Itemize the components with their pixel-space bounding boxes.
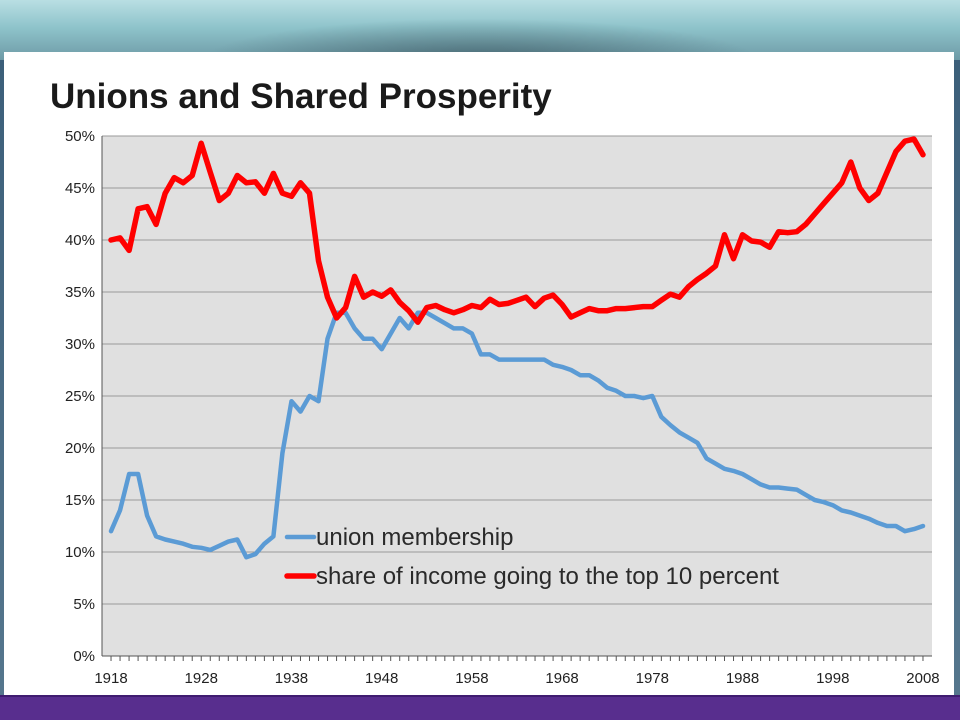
- x-tick-label: 1958: [455, 670, 488, 687]
- y-tick-label: 5%: [73, 596, 95, 613]
- x-tick-label: 1938: [275, 670, 308, 687]
- x-tick-label: 1998: [816, 670, 849, 687]
- slide-left-edge: [0, 60, 4, 695]
- x-tick-label: 1978: [636, 670, 669, 687]
- axes: 0% 5% 10% 15% 20% 25% 30% 35% 40% 45% 50% 1918 1928 1…: [65, 128, 940, 687]
- slide-right-edge: [954, 60, 960, 695]
- x-tick-label: 1988: [726, 670, 759, 687]
- top10-income-share-line: [108, 136, 926, 325]
- y-tick-label: 0%: [73, 648, 95, 665]
- x-tick-label: 1948: [365, 670, 398, 687]
- union-membership-line: [108, 310, 926, 560]
- y-tick-label: 15%: [65, 492, 95, 509]
- y-tick-label: 40%: [65, 232, 95, 249]
- legend: union membership share of income going to…: [284, 524, 779, 590]
- legend-label: union membership: [316, 524, 513, 551]
- chart-title: Unions and Shared Prosperity: [50, 77, 552, 116]
- x-tick-label: 1928: [185, 670, 218, 687]
- series-lines: [108, 136, 926, 560]
- y-tick-label: 25%: [65, 388, 95, 405]
- footer-bar-divider: [0, 695, 960, 697]
- x-tick-label: 1918: [94, 670, 127, 687]
- x-tick-label: 1968: [545, 670, 578, 687]
- y-tick-label: 30%: [65, 336, 95, 353]
- slide-footer-bar: [0, 695, 960, 720]
- slide-header-banner: [0, 0, 960, 60]
- legend-label: share of income going to the top 10 perc…: [316, 563, 779, 590]
- y-tick-label: 50%: [65, 128, 95, 145]
- y-tick-label: 10%: [65, 544, 95, 561]
- y-tick-label: 20%: [65, 440, 95, 457]
- y-tick-label: 35%: [65, 284, 95, 301]
- x-tick-label: 2008: [906, 670, 939, 687]
- y-tick-label: 45%: [65, 180, 95, 197]
